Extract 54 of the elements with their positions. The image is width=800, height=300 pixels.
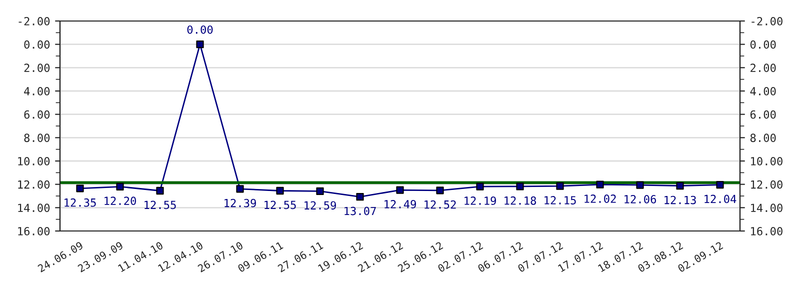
data-label: 12.59 xyxy=(304,201,336,210)
point xyxy=(116,182,124,190)
data-label: 0.00 xyxy=(187,25,213,34)
data-label: 12.39 xyxy=(224,198,256,208)
data-label: 12.20 xyxy=(104,196,136,206)
y2-tick-label: 14.00 xyxy=(751,204,782,212)
point xyxy=(476,182,484,190)
point xyxy=(676,182,684,190)
y-tick-label: 16.00 xyxy=(18,227,50,236)
point xyxy=(396,186,404,194)
data-label: 12.19 xyxy=(464,196,496,205)
y-tick-label: 6.00 xyxy=(24,110,50,119)
data-label: 12.13 xyxy=(664,196,696,204)
data-label: 12.04 xyxy=(704,194,736,204)
data-label: 12.15 xyxy=(544,196,576,204)
data-label: 13.07 xyxy=(344,206,376,216)
data-label: 12.35 xyxy=(64,198,96,207)
y2-tick-label: -2.00 xyxy=(752,17,782,26)
point xyxy=(276,186,284,195)
data-label: 12.06 xyxy=(624,195,656,204)
y-tick-label: 10.00 xyxy=(18,157,50,166)
point xyxy=(356,193,364,201)
y2-tick-label: 12.00 xyxy=(751,180,782,189)
point xyxy=(76,184,84,192)
data-label: 12.49 xyxy=(384,200,416,208)
y2-tick-label: 6.00 xyxy=(750,110,776,119)
point xyxy=(636,181,644,189)
y-tick-label: 4.00 xyxy=(24,87,50,96)
y2-tick-label: 0.00 xyxy=(750,40,776,49)
point xyxy=(196,40,204,48)
y-tick-label: 12.00 xyxy=(18,180,50,189)
point xyxy=(236,185,244,193)
y2-tick-label: 16.00 xyxy=(751,227,782,236)
data-label: 12.18 xyxy=(504,196,536,205)
point xyxy=(316,187,324,196)
y2-tick-label: 10.00 xyxy=(751,157,782,166)
point xyxy=(516,182,524,190)
y-tick-label: 2.00 xyxy=(24,64,50,72)
point xyxy=(716,180,724,189)
y-tick-label: 14.00 xyxy=(18,204,50,212)
point xyxy=(556,182,564,190)
point xyxy=(436,186,444,194)
y2-tick-label: 4.00 xyxy=(750,87,776,96)
data-label: 12.02 xyxy=(584,194,616,203)
y-tick-label: -2.00 xyxy=(18,17,50,26)
point xyxy=(596,180,604,188)
data-label: 12.52 xyxy=(424,200,456,209)
y-tick-label: 8.00 xyxy=(24,134,50,142)
data-label: 12.55 xyxy=(264,200,296,210)
point xyxy=(156,186,164,195)
data-label: 12.55 xyxy=(144,200,176,210)
y-tick-label: 0.00 xyxy=(24,40,50,49)
y2-tick-label: 2.00 xyxy=(750,64,776,72)
y2-tick-label: 8.00 xyxy=(750,134,776,142)
